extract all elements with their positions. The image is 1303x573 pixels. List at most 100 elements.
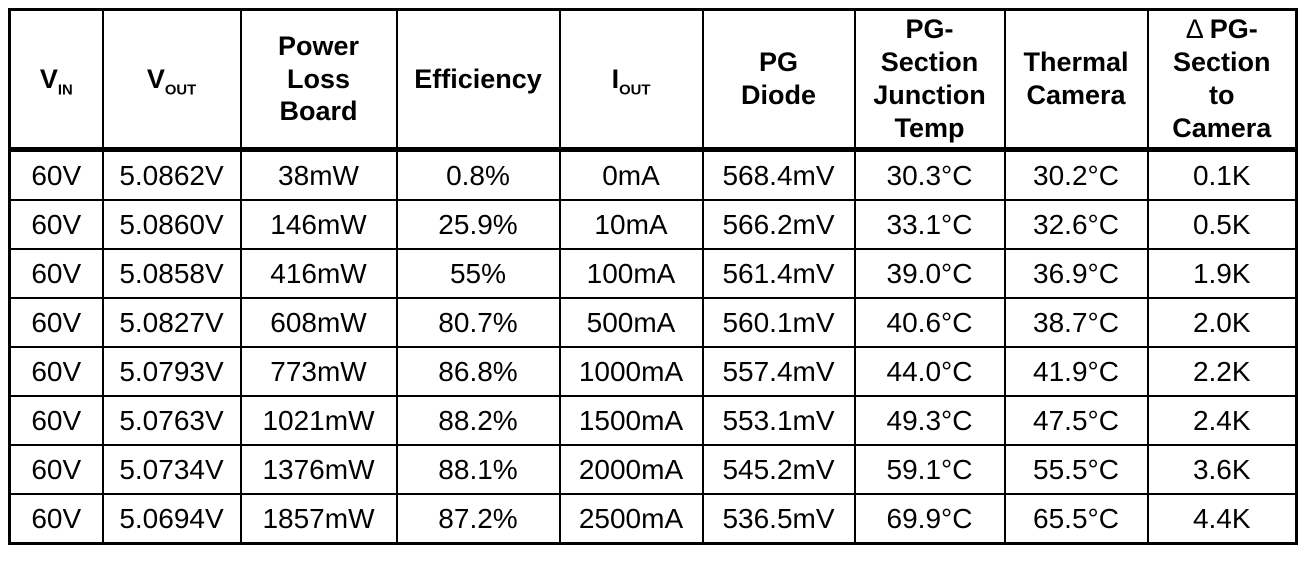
table-cell: 545.2mV <box>701 444 856 495</box>
vout-symbol: V <box>146 63 165 94</box>
table-cell: 557.4mV <box>701 346 856 397</box>
table-cell: 86.8% <box>395 346 561 397</box>
table-cell: 60V <box>8 395 104 446</box>
table-cell: 36.9°C <box>1003 248 1149 299</box>
table-cell: 60V <box>8 493 104 545</box>
table-cell: 88.2% <box>395 395 561 446</box>
table-cell: 80.7% <box>395 297 561 348</box>
table-cell: 100mA <box>558 248 704 299</box>
table-row: 60V 5.0763V 1021mW 88.2% 1500mA 553.1mV 49.3°C… <box>8 395 1298 446</box>
table-cell: 1021mW <box>239 395 398 446</box>
table-cell: 0.5K <box>1146 199 1298 250</box>
table-cell: 38.7°C <box>1003 297 1149 348</box>
table-body: 60V 5.0862V 38mW 0.8% 0mA 568.4mV 30.3°C 30.2°C… <box>8 148 1298 545</box>
table-cell: 560.1mV <box>701 297 856 348</box>
table-cell: 2.2K <box>1146 346 1298 397</box>
delta-symbol: Δ <box>1185 14 1210 45</box>
table-cell: 38mW <box>239 148 398 201</box>
table-cell: 773mW <box>239 346 398 397</box>
table-cell: 69.9°C <box>853 493 1006 545</box>
table-cell: 561.4mV <box>701 248 856 299</box>
table-cell: 10mA <box>558 199 704 250</box>
table-row: 60V 5.0860V 146mW 25.9% 10mA 566.2mV 33.1°C 32.… <box>8 199 1298 250</box>
table-cell: 0.1K <box>1146 148 1298 201</box>
table-row: 60V 5.0793V 773mW 86.8% 1000mA 557.4mV 44.0°C 4… <box>8 346 1298 397</box>
table-row: 60V 5.0694V 1857mW 87.2% 2500mA 536.5mV 69.9°C… <box>8 493 1298 545</box>
col-header-thermal-camera: Thermal Camera <box>1003 8 1149 152</box>
vout-subscript: OUT <box>164 81 197 98</box>
table-cell: 30.3°C <box>853 148 1006 201</box>
table-cell: 1000mA <box>558 346 704 397</box>
table-cell: 1500mA <box>558 395 704 446</box>
table-cell: 536.5mV <box>701 493 856 545</box>
table-cell: 44.0°C <box>853 346 1006 397</box>
table-cell: 32.6°C <box>1003 199 1149 250</box>
table-row: 60V 5.0827V 608mW 80.7% 500mA 560.1mV 40.6°C 38… <box>8 297 1298 348</box>
table-cell: 47.5°C <box>1003 395 1149 446</box>
table-cell: 553.1mV <box>701 395 856 446</box>
table-cell: 2500mA <box>558 493 704 545</box>
table-cell: 5.0793V <box>101 346 242 397</box>
delta-col-label: PG- Section to Camera <box>1172 14 1272 143</box>
col-header-pg-diode: PG Diode <box>701 8 856 152</box>
table-cell: 1857mW <box>239 493 398 545</box>
table-row: 60V 5.0734V 1376mW 88.1% 2000mA 545.2mV 59.1°C… <box>8 444 1298 495</box>
table-cell: 59.1°C <box>853 444 1006 495</box>
table-row: 60V 5.0862V 38mW 0.8% 0mA 568.4mV 30.3°C 30.2°C… <box>8 148 1298 201</box>
table-cell: 0mA <box>558 148 704 201</box>
table-cell: 88.1% <box>395 444 561 495</box>
table-cell: 55.5°C <box>1003 444 1149 495</box>
table-cell: 39.0°C <box>853 248 1006 299</box>
table-cell: 2.0K <box>1146 297 1298 348</box>
table-cell: 0.8% <box>395 148 561 201</box>
table-cell: 60V <box>8 346 104 397</box>
table-cell: 87.2% <box>395 493 561 545</box>
table-cell: 5.0858V <box>101 248 242 299</box>
table-cell: 40.6°C <box>853 297 1006 348</box>
table-cell: 5.0862V <box>101 148 242 201</box>
measurement-table: VIN VOUT Power Loss Board Efficiency IOU… <box>8 8 1298 545</box>
table-cell: 2.4K <box>1146 395 1298 446</box>
table-cell: 60V <box>8 444 104 495</box>
table-cell: 25.9% <box>395 199 561 250</box>
table-cell: 3.6K <box>1146 444 1298 495</box>
iout-subscript: OUT <box>619 81 651 98</box>
table-cell: 30.2°C <box>1003 148 1149 201</box>
vin-subscript: IN <box>57 81 73 98</box>
table-cell: 55% <box>395 248 561 299</box>
table-cell: 33.1°C <box>853 199 1006 250</box>
table-cell: 5.0734V <box>101 444 242 495</box>
table-cell: 2000mA <box>558 444 704 495</box>
header-row: VIN VOUT Power Loss Board Efficiency IOU… <box>8 8 1298 152</box>
table-cell: 60V <box>8 297 104 348</box>
table-cell: 416mW <box>239 248 398 299</box>
table-header: VIN VOUT Power Loss Board Efficiency IOU… <box>8 8 1298 152</box>
col-header-vout: VOUT <box>101 8 242 152</box>
table-cell: 608mW <box>239 297 398 348</box>
table-cell: 49.3°C <box>853 395 1006 446</box>
table-cell: 60V <box>8 148 104 201</box>
table-cell: 5.0763V <box>101 395 242 446</box>
table-cell: 568.4mV <box>701 148 856 201</box>
table-cell: 5.0694V <box>101 493 242 545</box>
vin-symbol: V <box>39 63 58 94</box>
table-cell: 146mW <box>239 199 398 250</box>
table-cell: 5.0860V <box>101 199 242 250</box>
col-header-delta-pg-section-to-camera: Δ PG- Section to Camera <box>1146 8 1298 152</box>
table-cell: 5.0827V <box>101 297 242 348</box>
col-header-efficiency: Efficiency <box>395 8 561 152</box>
table-row: 60V 5.0858V 416mW 55% 100mA 561.4mV 39.0°C 36.9… <box>8 248 1298 299</box>
table-cell: 1.9K <box>1146 248 1298 299</box>
table-cell: 4.4K <box>1146 493 1298 545</box>
table-cell: 500mA <box>558 297 704 348</box>
table-cell: 566.2mV <box>701 199 856 250</box>
table-cell: 60V <box>8 199 104 250</box>
col-header-vin: VIN <box>8 8 104 152</box>
table-cell: 65.5°C <box>1003 493 1149 545</box>
col-header-pg-section-junction-temp: PG- Section Junction Temp <box>853 8 1006 152</box>
col-header-power-loss-board: Power Loss Board <box>239 8 398 152</box>
table-cell: 60V <box>8 248 104 299</box>
table-cell: 41.9°C <box>1003 346 1149 397</box>
col-header-iout: IOUT <box>558 8 704 152</box>
